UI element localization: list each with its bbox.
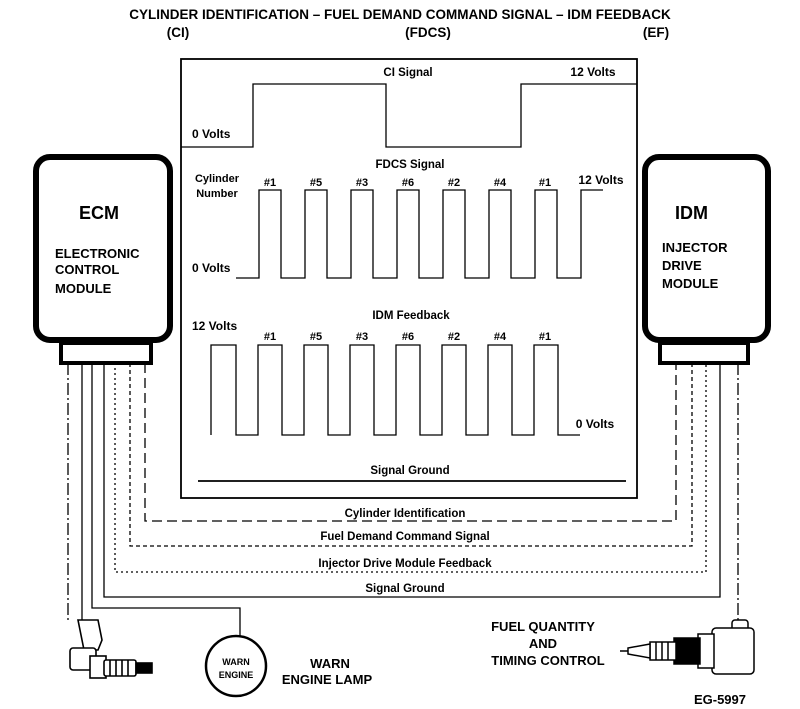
idm-cylinder-marker: #1 <box>264 331 276 343</box>
ecm-name-line2: CONTROL <box>55 262 119 277</box>
idm-high-voltage-label: 12 Volts <box>192 319 237 333</box>
idm-feedback-waveform <box>210 344 580 436</box>
ecm-name-line1: ELECTRONIC <box>55 246 140 261</box>
idm-cylinder-marker: #3 <box>356 331 368 343</box>
ecm-module: ECM ELECTRONIC CONTROL MODULE <box>33 154 173 365</box>
ef-abbreviation: (EF) <box>643 25 669 40</box>
fdcs-cylinder-marker: #1 <box>264 177 276 189</box>
warn-engine-lamp-icon <box>204 634 268 698</box>
idm-box <box>642 154 771 343</box>
fdcs-low-voltage-label: 0 Volts <box>192 261 231 275</box>
injector-label-line2: AND <box>529 636 557 651</box>
ci-abbreviation: (CI) <box>167 25 190 40</box>
idm-name-line3: MODULE <box>662 276 719 291</box>
diagram-title: CYLINDER IDENTIFICATION – FUEL DEMAND CO… <box>129 7 671 22</box>
fdcs-high-voltage-label: 12 Volts <box>578 173 623 187</box>
fdcs-abbreviation: (FDCS) <box>405 25 451 40</box>
fdcs-cylinder-marker: #1 <box>539 177 551 189</box>
cylinder-label-line1: Cylinder <box>195 173 240 185</box>
idm-cylinder-markers: #1 #5 #3 #6 #2 #4 #1 <box>264 331 551 343</box>
ecm-abbreviation: ECM <box>79 203 119 223</box>
fdcs-cylinder-marker: #4 <box>494 177 507 189</box>
bus-label-cylinder-identification: Cylinder Identification <box>345 508 466 520</box>
idm-cylinder-marker: #6 <box>402 331 414 343</box>
bus-label-fuel-demand: Fuel Demand Command Signal <box>320 531 489 543</box>
lamp-icon-text-line2: ENGINE <box>219 670 254 680</box>
figure-number: EG-5997 <box>694 692 746 707</box>
fdcs-cylinder-markers: #1 #5 #3 #6 #2 #4 #1 <box>264 177 551 189</box>
idm-feedback-label: IDM Feedback <box>372 310 450 322</box>
idm-cylinder-marker: #4 <box>494 331 507 343</box>
idm-cylinder-marker: #5 <box>310 331 322 343</box>
ci-waveform <box>181 83 637 148</box>
bus-fuel-demand-command <box>129 363 693 547</box>
ci-low-voltage-label: 0 Volts <box>192 127 231 141</box>
idm-connector <box>658 341 750 365</box>
fdcs-cylinder-marker: #3 <box>356 177 368 189</box>
cylinder-label-line2: Number <box>196 188 238 200</box>
ecm-connector <box>59 341 153 365</box>
idm-module: IDM INJECTOR DRIVE MODULE <box>642 154 771 365</box>
fdcs-cylinder-marker: #5 <box>310 177 322 189</box>
bus-label-signal-ground: Signal Ground <box>365 583 444 595</box>
lamp-label-line1: WARN <box>310 656 350 671</box>
fdcs-cylinder-marker: #2 <box>448 177 460 189</box>
idm-abbreviation: IDM <box>675 203 708 223</box>
lamp-wire <box>91 363 241 636</box>
idm-cylinder-marker: #1 <box>539 331 551 343</box>
bus-cylinder-identification <box>144 363 677 522</box>
panel-signal-ground-label: Signal Ground <box>370 465 449 477</box>
fdcs-cylinder-marker: #6 <box>402 177 414 189</box>
bus-label-idm-feedback: Injector Drive Module Feedback <box>318 558 492 570</box>
ci-high-voltage-label: 12 Volts <box>570 65 615 79</box>
lamp-icon-text-line1: WARN <box>222 657 250 667</box>
injector-label-line3: TIMING CONTROL <box>491 653 604 668</box>
warn-engine-lamp: WARN ENGINE WARN ENGINE LAMP <box>204 634 373 698</box>
injector-label-line1: FUEL QUANTITY <box>491 619 595 634</box>
idm-name-line2: DRIVE <box>662 258 702 273</box>
ecm-name-line3: MODULE <box>55 281 112 296</box>
idm-name-line1: INJECTOR <box>662 240 728 255</box>
injector-icon <box>620 619 755 675</box>
ci-signal-label: CI Signal <box>383 67 432 79</box>
fdcs-waveform <box>236 189 603 279</box>
signal-panel <box>180 58 638 499</box>
fdcs-signal-label: FDCS Signal <box>375 159 444 171</box>
cam-sensor-icon <box>69 619 153 679</box>
ecm-box <box>33 154 173 343</box>
idm-cylinder-marker: #2 <box>448 331 460 343</box>
lamp-label-line2: ENGINE LAMP <box>282 672 373 687</box>
bus-signal-ground <box>103 363 721 598</box>
idm-low-voltage-label: 0 Volts <box>576 417 615 431</box>
